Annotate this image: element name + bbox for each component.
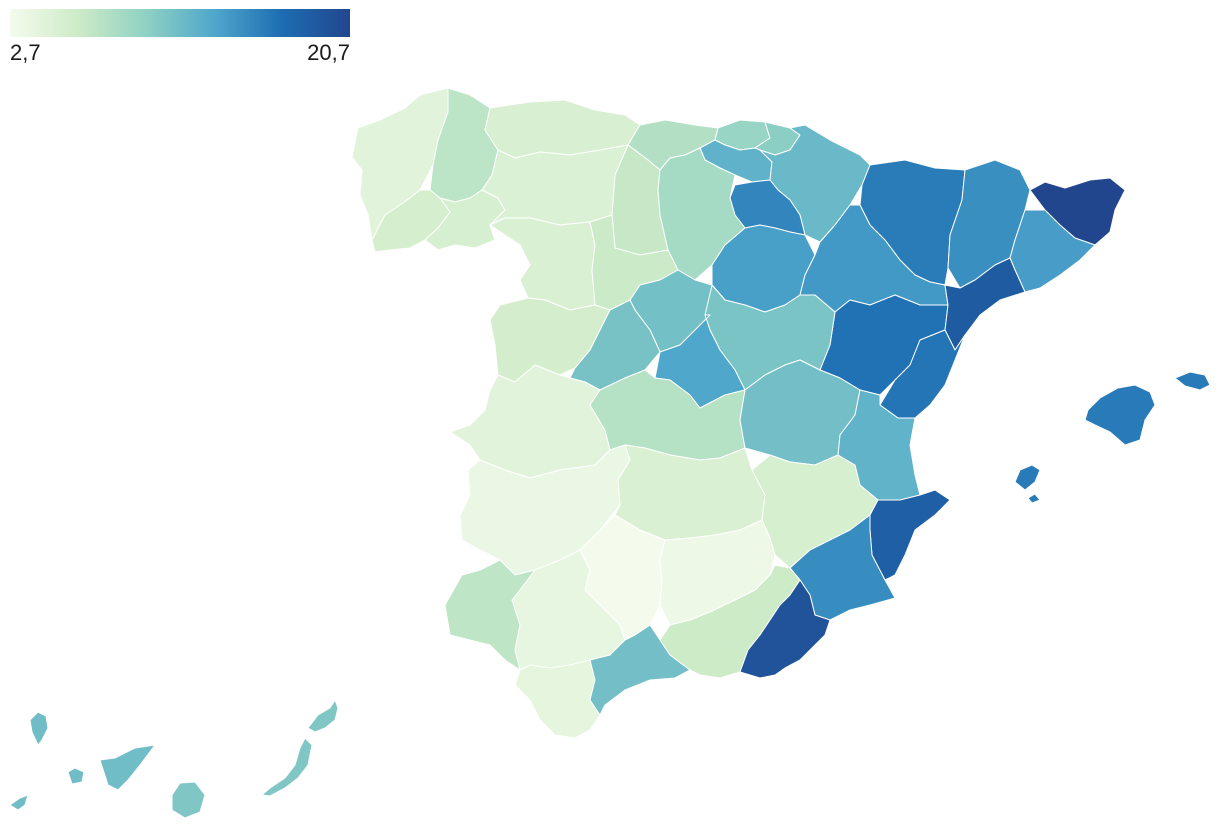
province-leon[interactable] [481, 144, 629, 226]
province-zamora[interactable] [489, 217, 596, 311]
province-ciudad-real[interactable] [614, 444, 766, 541]
province-almeria[interactable] [739, 579, 831, 679]
island-el-hierro[interactable] [9, 794, 29, 811]
province-salamanca[interactable] [489, 297, 611, 383]
province-castellon[interactable] [879, 329, 966, 419]
island-formentera[interactable] [1027, 493, 1041, 504]
island-gran-canaria[interactable] [171, 781, 206, 819]
island-fuerteventura[interactable] [261, 737, 313, 797]
island-tenerife[interactable] [99, 744, 156, 791]
island-la-gomera[interactable] [67, 767, 85, 785]
province-ourense[interactable] [424, 189, 506, 251]
province-tarragona[interactable] [944, 257, 1026, 351]
legend-min-label: 2,7 [10, 40, 41, 65]
province-cordoba[interactable] [579, 514, 666, 641]
province-alicante[interactable] [869, 489, 951, 581]
island-lanzarote[interactable] [307, 699, 339, 733]
province-cadiz[interactable] [514, 659, 601, 739]
legend: 2,7 20,7 [0, 0, 360, 70]
island-menorca[interactable] [1174, 371, 1211, 391]
island-la-palma[interactable] [29, 711, 49, 746]
province-coruna[interactable] [351, 87, 449, 241]
island-ibiza[interactable] [1014, 464, 1041, 491]
legend-max-label: 20,7 [307, 40, 350, 65]
island-mallorca[interactable] [1084, 384, 1156, 446]
legend-color-scale [10, 9, 350, 37]
